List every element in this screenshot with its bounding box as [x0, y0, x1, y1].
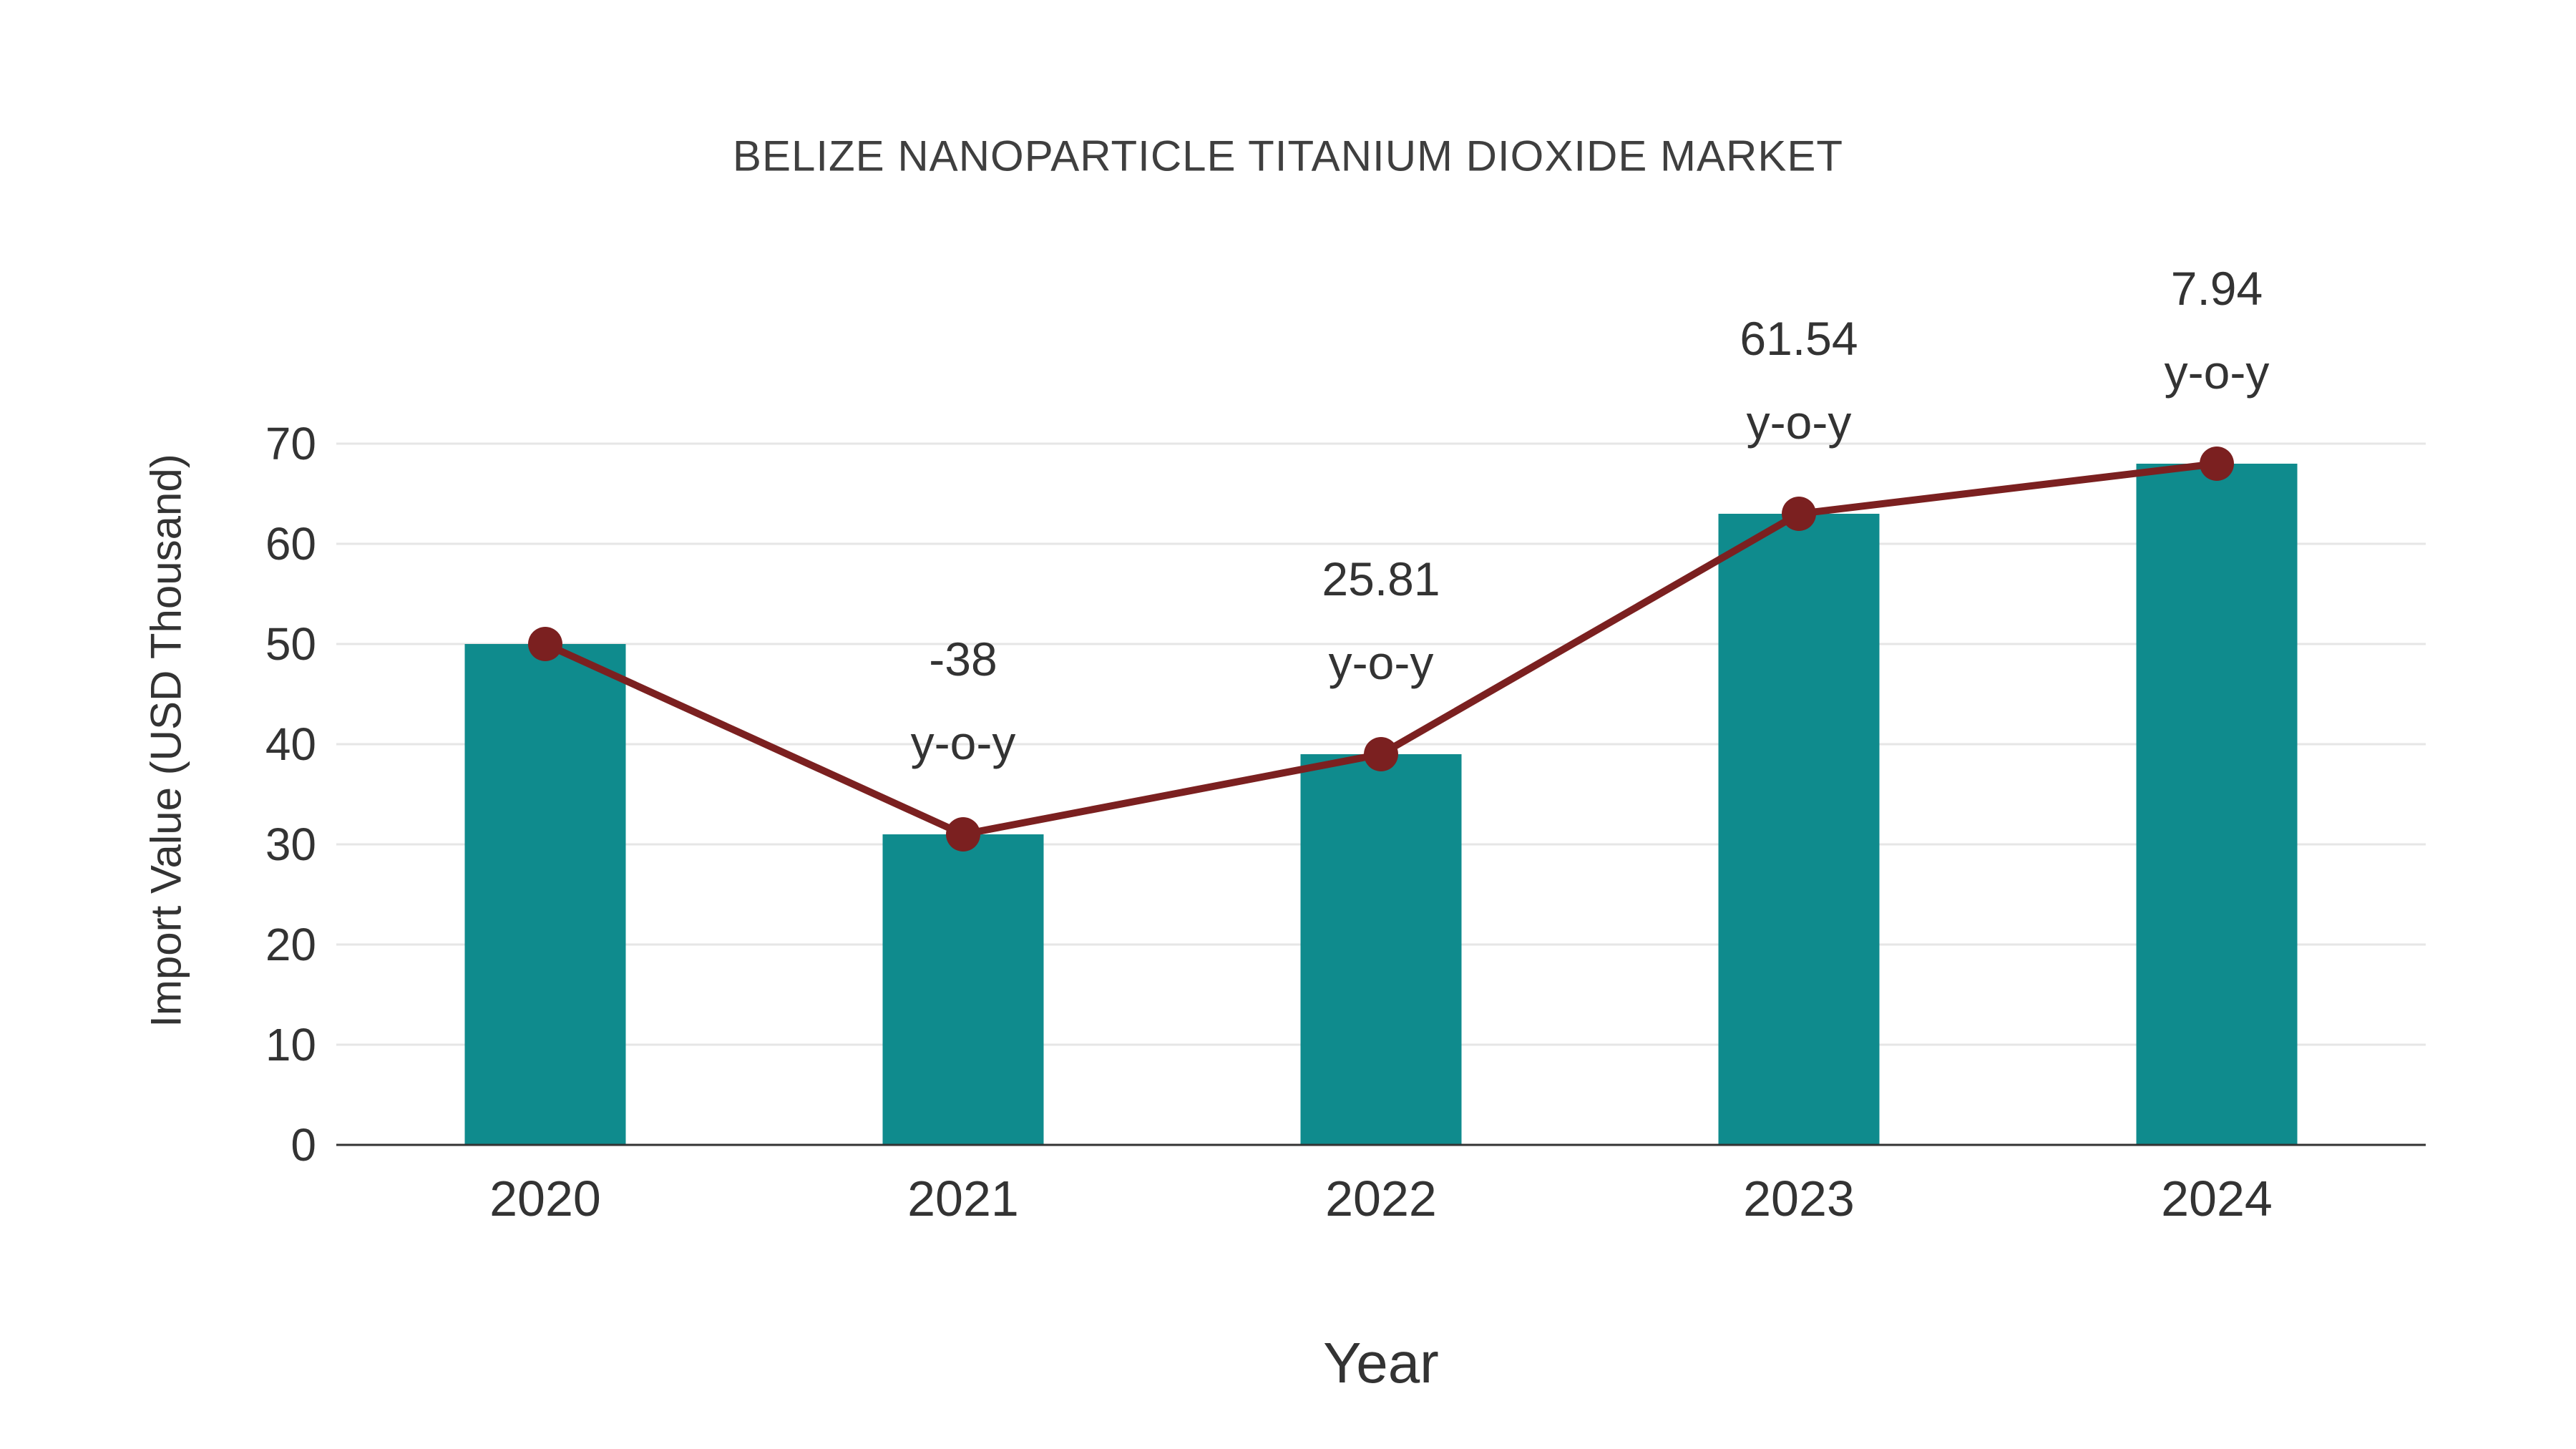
bar-2023 — [1718, 514, 1880, 1145]
y-axis-title: Import Value (USD Thousand) — [142, 454, 190, 1028]
annotation-value-2023: 61.54 — [1740, 312, 1858, 365]
y-tick-label: 10 — [265, 1019, 316, 1070]
annotation-suffix-2024: y-o-y — [2165, 346, 2270, 399]
x-axis-title: Year — [1323, 1331, 1439, 1395]
y-tick-label: 20 — [265, 919, 316, 970]
annotation-suffix-2023: y-o-y — [1747, 396, 1852, 449]
y-tick-label: 60 — [265, 518, 316, 570]
y-tick-label: 70 — [265, 418, 316, 469]
trend-point-2021 — [946, 817, 980, 852]
bar-2021 — [882, 834, 1044, 1145]
trend-point-2023 — [1782, 497, 1816, 531]
trend-point-2024 — [2200, 447, 2234, 481]
y-tick-label: 50 — [265, 618, 316, 670]
bar-2022 — [1300, 754, 1462, 1145]
y-tick-label: 40 — [265, 718, 316, 770]
trend-point-2020 — [528, 627, 562, 661]
x-tick-label-2020: 2020 — [489, 1171, 601, 1226]
y-tick-label: 30 — [265, 819, 316, 870]
x-tick-label-2023: 2023 — [1743, 1171, 1855, 1226]
annotation-suffix-2021: y-o-y — [911, 716, 1016, 769]
annotation-suffix-2022: y-o-y — [1329, 636, 1434, 689]
x-tick-label-2024: 2024 — [2161, 1171, 2273, 1226]
chart-title: BELIZE NANOPARTICLE TITANIUM DIOXIDE MAR… — [732, 132, 1844, 180]
annotation-value-2021: -38 — [929, 633, 997, 686]
bar-2020 — [464, 644, 626, 1145]
x-tick-label-2022: 2022 — [1325, 1171, 1437, 1226]
annotation-value-2024: 7.94 — [2171, 262, 2263, 315]
trend-point-2022 — [1364, 737, 1398, 771]
bar-2024 — [2136, 464, 2298, 1145]
x-tick-label-2021: 2021 — [907, 1171, 1019, 1226]
annotation-value-2022: 25.81 — [1322, 552, 1440, 605]
y-tick-label: 0 — [291, 1119, 316, 1171]
